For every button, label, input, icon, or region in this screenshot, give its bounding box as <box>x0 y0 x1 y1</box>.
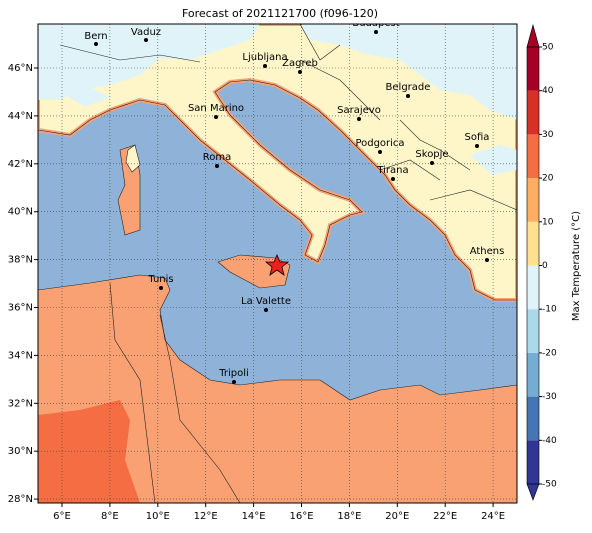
city-dot <box>391 177 395 181</box>
city-dot <box>298 70 302 74</box>
colorbar-band <box>527 396 539 441</box>
title: Forecast of 2021121700 (f096-120) <box>182 7 378 20</box>
lon-label: 20°E <box>385 511 409 522</box>
city-dot <box>264 308 268 312</box>
borders <box>59 24 517 503</box>
city-label: Sofia <box>465 132 490 143</box>
lat-label: 40°N <box>8 207 33 218</box>
lon-label: 14°E <box>242 511 266 522</box>
city-label: San Marino <box>188 103 244 114</box>
city-label: Roma <box>203 152 232 163</box>
city-label: Skopje <box>415 149 448 160</box>
colorbar: -50 -40 -30 -20 -10 0 10 20 30 40 50 <box>526 23 557 501</box>
star-marker <box>264 253 290 276</box>
colorbar-tick-label: -50 <box>542 480 557 490</box>
colorbar-extend-bottom <box>526 483 540 501</box>
colorbar-tick-label: -20 <box>542 348 557 358</box>
colorbar-tick-label: 0 <box>542 261 548 271</box>
lon-label: 18°E <box>337 511 361 522</box>
city-dot <box>378 150 382 154</box>
city-label: Tunis <box>147 274 173 285</box>
colorbar-tick-label: 50 <box>542 43 554 53</box>
city-label: Belgrade <box>386 82 431 93</box>
city-label: Vaduz <box>131 27 161 38</box>
colorbar-band <box>527 90 539 135</box>
city-label: Ljubljana <box>242 52 287 63</box>
lon-label: 10°E <box>146 511 170 522</box>
city-dot <box>214 115 218 119</box>
map-frame <box>37 23 518 504</box>
lon-label: 12°E <box>194 511 218 522</box>
city-label: Zagreb <box>282 58 318 69</box>
city-dot <box>475 144 479 148</box>
colorbar-band <box>527 178 539 222</box>
city-label: Tripoli <box>218 368 249 379</box>
colorbar-label: Max Temperature (°C) <box>571 211 582 321</box>
lon-label: 24°E <box>481 511 505 522</box>
lat-label: 30°N <box>8 446 33 457</box>
city-dot <box>406 94 410 98</box>
city-dot <box>263 64 267 68</box>
colorbar-band <box>527 47 539 91</box>
europe-outline <box>38 24 517 301</box>
city-label: La Valette <box>241 296 291 307</box>
lon-label: 16°E <box>289 511 313 522</box>
colorbar-band <box>527 352 539 397</box>
city-label: Podgorica <box>355 138 404 149</box>
colorbar-band <box>527 221 539 266</box>
city-label: Budapest <box>352 18 399 29</box>
colorbar-band <box>527 440 539 484</box>
cold-area <box>38 24 517 175</box>
city-label: Athens <box>470 246 505 257</box>
city-dot <box>215 164 219 168</box>
colorbar-extend-top <box>526 23 540 48</box>
city-label: Bern <box>84 31 107 42</box>
colorbar-tick-label: 40 <box>542 86 554 96</box>
colorbar-tick-label: -30 <box>542 392 557 402</box>
colorbar-tick-label: -10 <box>542 305 557 315</box>
city-label: Sarajevo <box>337 105 381 116</box>
city-dot <box>144 38 148 42</box>
graticule <box>38 24 517 503</box>
colorbar-tick-label: 20 <box>542 174 554 184</box>
lat-label: 42°N <box>8 159 33 170</box>
lat-label: 46°N <box>8 63 33 74</box>
lon-label: 8°E <box>101 511 119 522</box>
lat-label: 36°N <box>8 303 33 314</box>
colorbar-tick-label: -40 <box>542 436 557 446</box>
africa <box>38 274 517 503</box>
lon-label: 22°E <box>433 511 457 522</box>
colorbar-band <box>527 134 539 179</box>
city-dot <box>159 286 163 290</box>
city-dot <box>374 30 378 34</box>
lon-label: 6°E <box>53 511 71 522</box>
colorbar-tick-label: 30 <box>542 130 554 140</box>
city-dot <box>485 258 489 262</box>
colorbar-tick-label: 10 <box>542 217 554 227</box>
city-dot <box>430 161 434 165</box>
city-dot <box>94 42 98 46</box>
lat-label: 44°N <box>8 111 33 122</box>
city-dot <box>357 117 361 121</box>
colorbar-band <box>527 309 539 353</box>
lat-label: 32°N <box>8 398 33 409</box>
lat-label: 38°N <box>8 255 33 266</box>
lat-label: 34°N <box>8 350 33 361</box>
colorbar-band <box>527 265 539 310</box>
corsica <box>125 144 141 173</box>
city-label: Tirana <box>376 165 408 176</box>
city-dot <box>232 380 236 384</box>
lat-label: 28°N <box>8 494 33 505</box>
